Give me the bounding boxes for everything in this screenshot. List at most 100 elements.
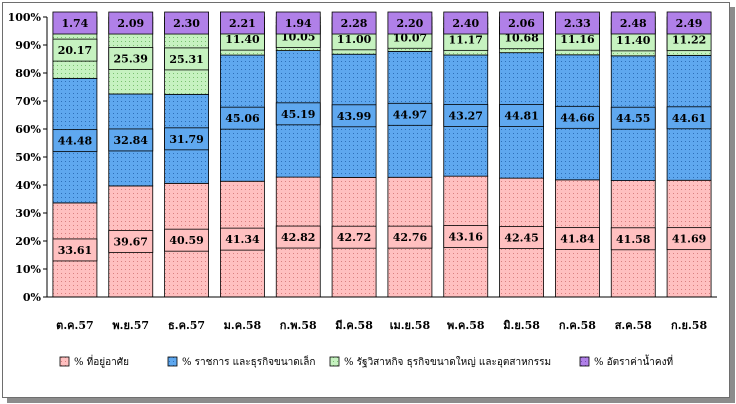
- data-label-box: [387, 102, 433, 126]
- data-label-box: [52, 11, 98, 35]
- data-label: 11.22: [672, 34, 706, 47]
- data-label: 20.17: [58, 44, 92, 57]
- data-label: 42.76: [393, 231, 428, 244]
- y-tick-label: 70%: [15, 95, 41, 108]
- data-label: 41.69: [672, 233, 706, 246]
- x-category-label: พ.ย.57: [112, 319, 149, 332]
- data-label-box: [499, 226, 544, 249]
- data-label-box: [164, 47, 209, 71]
- x-category-label: เม.ย.58: [390, 319, 431, 332]
- y-tick-label: 80%: [15, 67, 41, 80]
- data-label: 1.94: [285, 17, 312, 30]
- data-label-box: [499, 104, 544, 127]
- data-label: 43.99: [337, 110, 371, 123]
- x-category-label: ก.พ.58: [280, 319, 317, 332]
- y-tick-label: 0%: [23, 291, 42, 304]
- data-label: 10.07: [393, 31, 427, 44]
- data-label: 44.55: [616, 112, 650, 125]
- y-tick-label: 100%: [8, 11, 42, 24]
- data-label-box: [220, 106, 265, 130]
- data-label: 11.40: [225, 33, 260, 46]
- data-label: 44.81: [504, 109, 538, 122]
- legend-label: % อัตราค่าน้ำคงที่: [594, 354, 673, 368]
- data-label-box: [164, 11, 209, 35]
- data-label: 2.33: [564, 17, 591, 30]
- data-label-box: [666, 227, 712, 251]
- data-label-box: [52, 129, 98, 153]
- data-label-box: [443, 11, 489, 35]
- data-label: 1.74: [62, 17, 89, 30]
- data-label-box: [666, 106, 712, 130]
- data-label: 2.48: [620, 17, 647, 30]
- data-label-box: [555, 105, 600, 129]
- x-category-label: พ.ค.58: [447, 319, 485, 332]
- data-label: 41.58: [616, 233, 651, 246]
- data-label-box: [666, 11, 712, 35]
- data-label: 44.66: [560, 111, 595, 124]
- data-label-box: [52, 38, 98, 62]
- data-label-box: [555, 11, 600, 35]
- legend-swatch: [329, 356, 340, 367]
- data-label-box: [331, 11, 377, 35]
- data-label-box: [275, 11, 321, 35]
- data-label: 2.21: [229, 17, 256, 30]
- data-label-box: [443, 225, 489, 248]
- data-label-box: [499, 11, 544, 35]
- legend-label: % ราชการ และธุรกิจขนาดเล็ก: [182, 354, 315, 368]
- data-label: 42.72: [337, 231, 371, 244]
- data-label: 11.17: [449, 33, 483, 46]
- data-label: 42.82: [281, 231, 315, 244]
- x-category-label: ส.ค.58: [615, 319, 652, 332]
- data-label-box: [108, 47, 154, 70]
- data-label: 43.16: [449, 231, 484, 244]
- data-label: 41.34: [225, 233, 260, 246]
- x-category-label: ธ.ค.57: [168, 319, 205, 332]
- legend-label: % ที่อยู่อาศัย: [74, 354, 129, 368]
- data-label: 25.31: [169, 53, 203, 66]
- y-tick-label: 50%: [15, 151, 41, 164]
- data-label: 33.61: [58, 244, 92, 257]
- x-category-label: ต.ค.57: [56, 319, 93, 332]
- data-label-box: [610, 11, 656, 35]
- data-label-box: [164, 127, 209, 151]
- data-label: 2.20: [397, 17, 424, 30]
- legend-swatch: [59, 356, 70, 367]
- data-label: 44.61: [672, 112, 706, 125]
- data-label-box: [610, 227, 656, 251]
- data-label: 2.40: [452, 17, 479, 30]
- data-label-box: [387, 225, 433, 249]
- data-label: 31.79: [169, 133, 203, 146]
- y-tick-label: 10%: [15, 263, 41, 276]
- data-label-box: [610, 106, 656, 130]
- x-category-label: มี.ค.58: [335, 319, 373, 332]
- data-label: 2.09: [117, 17, 144, 30]
- data-label-box: [220, 11, 265, 35]
- data-label: 41.84: [560, 232, 595, 245]
- legend-swatch: [579, 356, 590, 367]
- x-category-label: ก.ย.58: [671, 319, 707, 332]
- data-label: 32.84: [114, 134, 149, 147]
- data-label: 25.39: [114, 52, 148, 65]
- y-tick-label: 20%: [15, 235, 41, 248]
- data-label-box: [275, 102, 321, 126]
- y-tick-label: 40%: [15, 179, 41, 192]
- data-label: 2.49: [676, 17, 703, 30]
- y-tick-label: 90%: [15, 39, 41, 52]
- data-label: 42.45: [504, 232, 538, 245]
- y-tick-label: 30%: [15, 207, 41, 220]
- data-label-box: [443, 104, 489, 127]
- data-label-box: [164, 228, 209, 252]
- data-label: 11.16: [560, 33, 595, 46]
- legend-swatch: [167, 356, 178, 367]
- data-label-box: [108, 230, 154, 253]
- x-category-label: ก.ค.58: [559, 319, 596, 332]
- data-label: 2.30: [173, 17, 200, 30]
- data-label: 45.06: [225, 112, 260, 125]
- x-category-label: มิ.ย.58: [503, 319, 540, 332]
- data-label-box: [275, 225, 321, 249]
- data-label-box: [52, 238, 98, 262]
- data-label: 45.19: [281, 108, 315, 121]
- data-label: 2.28: [341, 17, 368, 30]
- data-label-box: [331, 225, 377, 249]
